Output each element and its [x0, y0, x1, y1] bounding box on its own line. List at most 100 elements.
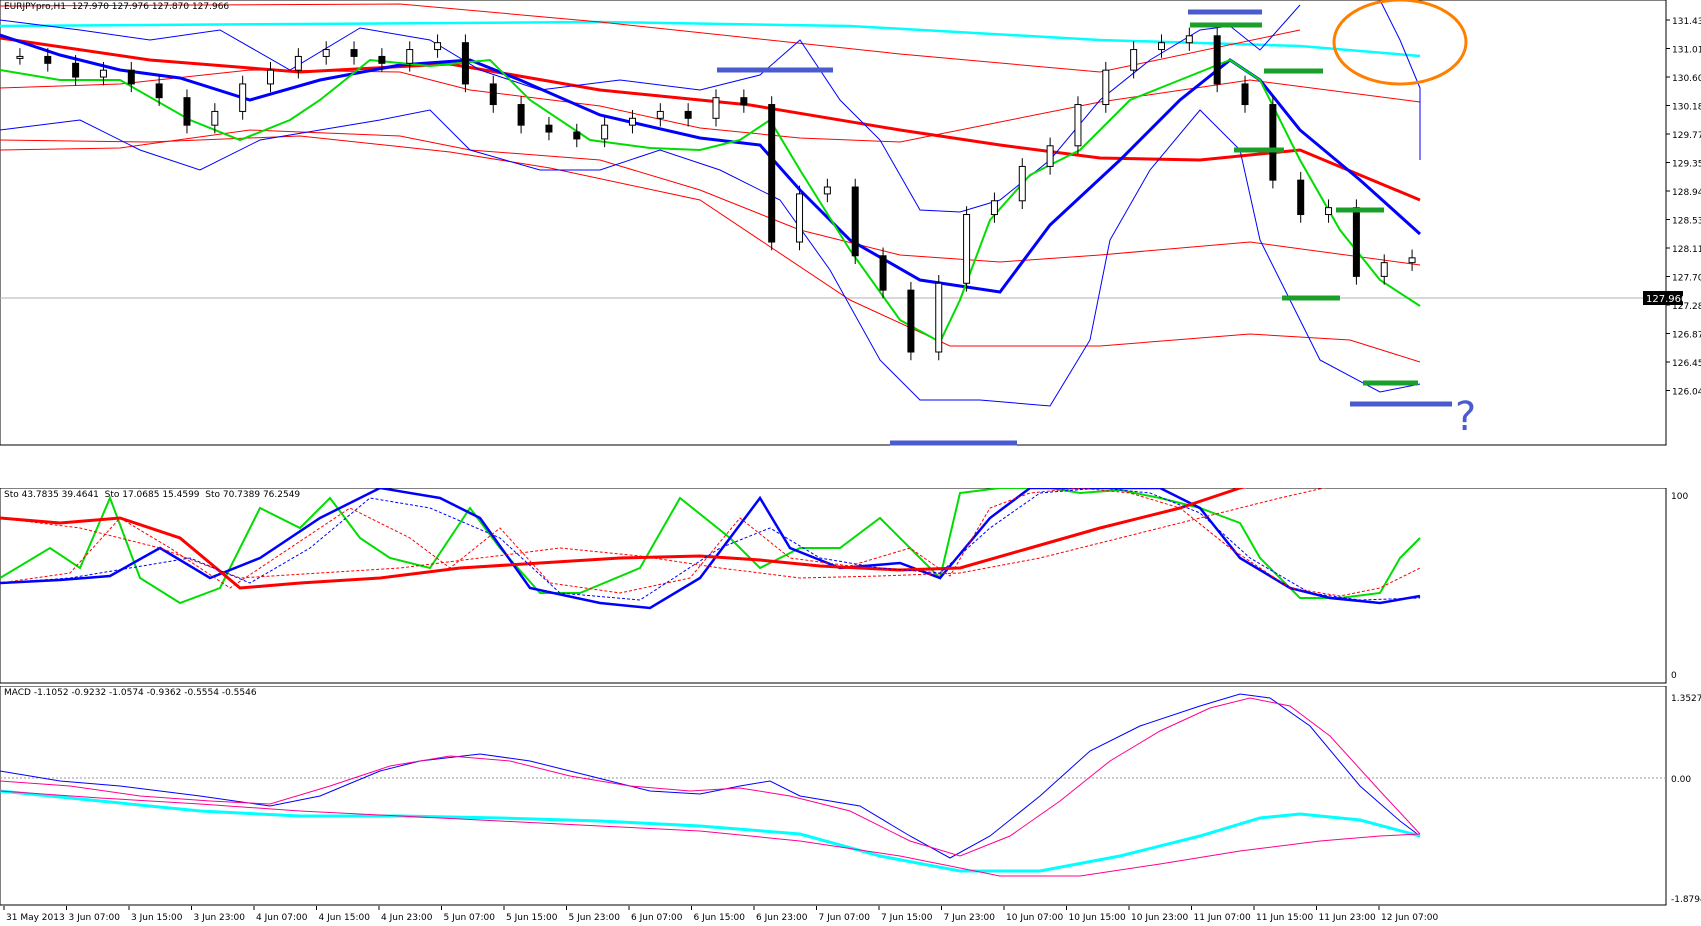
time-tick-label: 7 Jun 23:00: [944, 913, 996, 923]
candle-body: [851, 186, 859, 257]
stochastic-plot-frame: [0, 488, 1667, 684]
time-tick-label: 5 Jun 23:00: [569, 913, 621, 923]
candle-body: [1102, 69, 1110, 106]
time-tick-label: 3 Jun 07:00: [69, 913, 121, 923]
candle-body: [1130, 49, 1138, 71]
candle-body: [740, 97, 748, 106]
candle-body: [712, 97, 720, 119]
candle-body: [1213, 35, 1221, 85]
stochastic-fast-green: [0, 488, 1421, 605]
candle-body: [1325, 207, 1333, 216]
time-tick-label: 12 Jun 07:00: [1381, 913, 1438, 923]
time-tick-label: 11 Jun 07:00: [1194, 913, 1251, 923]
macd-chart[interactable]: 1.3527 0.00 -1.8794: [0, 686, 1701, 906]
price-tick-label: 131.010: [1672, 46, 1701, 56]
candle-body: [99, 69, 107, 78]
time-tick-label: 10 Jun 07:00: [1006, 913, 1063, 923]
candle-body: [628, 117, 636, 126]
macd-plot-frame: [0, 686, 1667, 906]
macd-pane[interactable]: 1.3527 0.00 -1.8794 MACD -1.1052 -0.9232…: [0, 686, 1701, 906]
price-tick-label: 128.530: [1672, 217, 1701, 227]
macd-scale-mid: 0.00: [1671, 775, 1691, 785]
price-tick-label: 131.430: [1672, 17, 1701, 27]
price-tick-label: 129.770: [1672, 131, 1701, 141]
candle-body: [823, 186, 831, 195]
candle-body: [211, 110, 219, 126]
projected-bollinger-line: [1379, 0, 1421, 160]
price-tick-label: 130.600: [1672, 74, 1701, 84]
candle-body: [1408, 257, 1416, 264]
candle-body: [573, 131, 581, 140]
stochastic-scale-bottom: 0: [1671, 671, 1677, 681]
stochastic-pane[interactable]: 100 0 Sto 43.7835 39.4641 Sto 17.0685 15…: [0, 488, 1701, 684]
time-tick-label: 4 Jun 15:00: [319, 913, 371, 923]
time-tick-label: 4 Jun 07:00: [256, 913, 308, 923]
candle-body: [267, 69, 275, 85]
candle-body: [72, 62, 80, 78]
candle-body: [1352, 207, 1360, 277]
candle-body: [1046, 145, 1054, 167]
price-chart[interactable]: 131.430 131.010 130.600 130.180 129.770 129.3…: [0, 0, 1701, 446]
macd-scale-bottom: -1.8794: [1671, 895, 1701, 905]
macd-scale-top: 1.3527: [1671, 694, 1701, 704]
upper-envelope-line: [0, 69, 1421, 143]
candle-body: [44, 55, 52, 64]
orange-circle-annotation: [1332, 0, 1468, 86]
candle-body: [294, 55, 302, 71]
candle-body: [378, 55, 386, 64]
candle-body: [461, 42, 469, 85]
price-tick-label: 127.700: [1672, 274, 1701, 284]
price-tick-label: 126.450: [1672, 359, 1701, 369]
slow-ma-cyan-line: [0, 20, 1421, 58]
time-tick-label: 10 Jun 15:00: [1069, 913, 1126, 923]
candle-body: [1380, 262, 1388, 277]
time-tick-label: 6 Jun 23:00: [756, 913, 808, 923]
candle-body: [1269, 104, 1277, 181]
candle-body: [796, 193, 804, 243]
lower-bollinger-line: [0, 109, 1421, 407]
price-tick-label: 127.280: [1672, 302, 1701, 312]
macd-histogram-signal-pink: [0, 790, 1421, 877]
time-tick-label: 5 Jun 15:00: [506, 913, 558, 923]
stochastic-slow-signal-red: [0, 488, 1326, 579]
price-pane[interactable]: 131.430 131.010 130.600 130.180 129.770 129.3…: [0, 0, 1701, 446]
time-axis: 31 May 2013 3 Jun 07:00 3 Jun 15:00 3 Jun 2…: [3, 906, 1438, 923]
macd-slow-cyan: [0, 789, 1421, 873]
price-pane-label: EURJPYpro,H1 127.970 127.976 127.870 127…: [4, 2, 230, 12]
candle-body: [239, 83, 247, 112]
upper-bollinger-line: [0, 4, 1301, 213]
question-mark-annotation: ?: [1455, 394, 1476, 440]
candle-body: [768, 104, 776, 243]
candle-body: [322, 49, 330, 57]
candle-body: [155, 83, 163, 99]
time-tick-label: 3 Jun 23:00: [194, 913, 246, 923]
candle-body: [1074, 104, 1082, 147]
price-tick-label: 130.180: [1672, 103, 1701, 113]
time-tick-label: 10 Jun 23:00: [1131, 913, 1188, 923]
candle-body: [434, 42, 442, 51]
candle-body: [1157, 42, 1165, 51]
time-tick-label: 4 Jun 23:00: [381, 913, 433, 923]
candle-body: [406, 49, 414, 64]
stochastic-slow-red: [0, 488, 1247, 590]
stochastic-scale-top: 100: [1671, 492, 1688, 502]
candle-body: [907, 289, 915, 353]
candle-body: [656, 110, 664, 119]
candle-body: [1018, 165, 1026, 202]
time-tick-label: 31 May 2013: [6, 913, 65, 923]
middle-envelope-line: [0, 129, 1421, 266]
time-tick-label: 6 Jun 15:00: [694, 913, 746, 923]
stochastic-chart[interactable]: 100 0: [0, 488, 1701, 684]
time-tick-label: 7 Jun 07:00: [819, 913, 871, 923]
price-tick-label: 129.350: [1672, 160, 1701, 170]
candle-body: [127, 69, 135, 85]
stochastic-main-signal-blue: [0, 488, 1421, 601]
time-tick-label: 5 Jun 07:00: [444, 913, 496, 923]
price-tick-label: 128.940: [1672, 188, 1701, 198]
current-price-box: [1643, 291, 1683, 305]
time-tick-label: 11 Jun 23:00: [1319, 913, 1376, 923]
candle-body: [1297, 179, 1305, 216]
candle-body: [183, 97, 191, 126]
candle-body: [879, 255, 887, 291]
current-price-label: 127.966: [1646, 294, 1687, 305]
